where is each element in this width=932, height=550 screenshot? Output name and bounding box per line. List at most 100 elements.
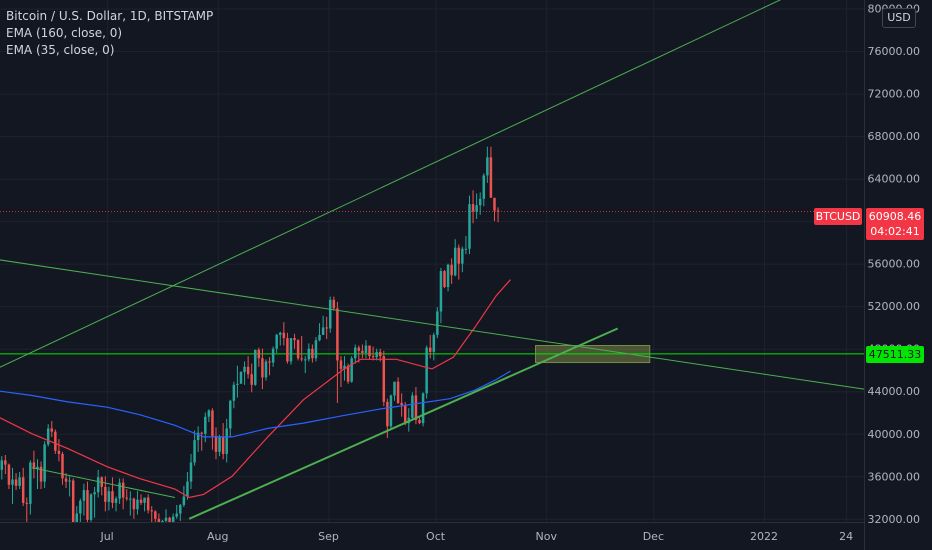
drawing-layer[interactable] — [0, 210, 866, 364]
candle-body — [18, 477, 21, 486]
candle-body — [43, 444, 46, 482]
candle-body — [25, 502, 29, 504]
candle — [421, 392, 425, 427]
candle — [318, 323, 321, 342]
chart-grid — [0, 0, 864, 522]
candle-body — [321, 327, 325, 335]
candle — [286, 332, 289, 364]
candle-body — [411, 395, 414, 418]
candle — [32, 450, 36, 479]
candle — [304, 356, 307, 374]
candle-body — [64, 478, 68, 482]
candle-body — [464, 248, 468, 250]
candle-body — [414, 395, 418, 420]
candle-body — [136, 499, 139, 510]
time-tick-label: 2022 — [750, 530, 778, 543]
candle-body — [96, 477, 100, 493]
candle — [125, 489, 128, 501]
candle-body — [325, 327, 328, 329]
candle — [200, 431, 203, 451]
trendline-layer[interactable] — [0, 0, 865, 520]
candle-body — [421, 393, 425, 424]
candle-body — [146, 497, 150, 511]
candle — [393, 381, 396, 401]
candle-body — [393, 381, 396, 396]
candle — [111, 477, 114, 509]
candle-body — [439, 271, 443, 312]
candle — [293, 333, 296, 349]
candle-body — [150, 510, 153, 512]
time-axis[interactable]: Jul Aug Sep Oct Nov Dec 2022 24 — [0, 522, 864, 550]
candle-body — [32, 462, 36, 469]
price-tag-box — [866, 208, 924, 240]
price-tick-label: 36000.00 — [868, 470, 921, 483]
candle-body — [211, 410, 214, 436]
candles-layer — [0, 146, 500, 550]
candle-body — [229, 400, 232, 429]
price-axis[interactable]: 32000.0036000.0040000.0044000.0048000.00… — [864, 0, 932, 550]
candle-body — [182, 496, 186, 505]
candle-body — [36, 466, 39, 469]
candle — [279, 331, 282, 346]
price-tags: BTCUSD 60908.46 04:02:41 47511.33 — [814, 208, 924, 363]
candle-body — [364, 345, 368, 353]
ema-160-label[interactable]: EMA (160, close, 0) — [6, 26, 123, 40]
candle-body — [68, 480, 71, 482]
ema-35-label[interactable]: EMA (35, close, 0) — [6, 43, 115, 57]
candle — [368, 345, 371, 360]
level-tag-price: 47511.33 — [869, 348, 922, 361]
time-tick-label: Oct — [426, 530, 446, 543]
candle-body — [57, 450, 61, 454]
candle-body — [143, 497, 146, 503]
candle-body — [336, 308, 339, 361]
candle — [11, 467, 14, 504]
candle-body — [111, 491, 114, 503]
symbol-title[interactable]: Bitcoin / U.S. Dollar, 1D, BITSTAMP — [6, 9, 214, 23]
candle — [328, 296, 332, 333]
trendline-1 — [0, 0, 782, 368]
candle — [68, 476, 71, 497]
candle-body — [375, 351, 378, 358]
time-tick-label: Jul — [99, 530, 113, 543]
candle-body — [453, 247, 457, 276]
candle — [396, 377, 400, 404]
candle — [218, 434, 221, 457]
candle-body — [339, 360, 343, 369]
candle — [86, 481, 89, 524]
candle — [457, 244, 461, 280]
candle-body — [446, 264, 450, 288]
candle-body — [121, 482, 125, 498]
candle — [436, 307, 439, 339]
candle — [107, 486, 111, 511]
candle — [0, 456, 4, 480]
candle-body — [346, 365, 350, 382]
candle — [57, 439, 61, 462]
candle-body — [264, 361, 268, 378]
candle-body — [328, 299, 332, 329]
candle — [246, 356, 250, 379]
candle-body — [221, 436, 225, 454]
currency-selector[interactable]: USD — [882, 8, 916, 28]
candle-body — [243, 366, 246, 373]
candle — [89, 493, 93, 524]
candle — [450, 258, 453, 284]
candle-body — [361, 350, 364, 353]
candle — [46, 424, 50, 447]
candle — [361, 344, 364, 359]
candle-body — [246, 366, 250, 375]
candle — [154, 510, 157, 524]
candle — [136, 491, 139, 515]
price-axis-background — [864, 0, 932, 550]
candle-body — [282, 332, 286, 339]
candle-body — [7, 464, 11, 485]
candle — [325, 316, 328, 340]
candle — [186, 472, 189, 500]
candle — [207, 409, 211, 423]
candle — [71, 478, 75, 526]
candle-body — [368, 345, 371, 357]
candle-body — [461, 248, 464, 264]
candle — [389, 394, 393, 429]
candle-body — [493, 197, 496, 211]
candle-body — [400, 402, 403, 406]
